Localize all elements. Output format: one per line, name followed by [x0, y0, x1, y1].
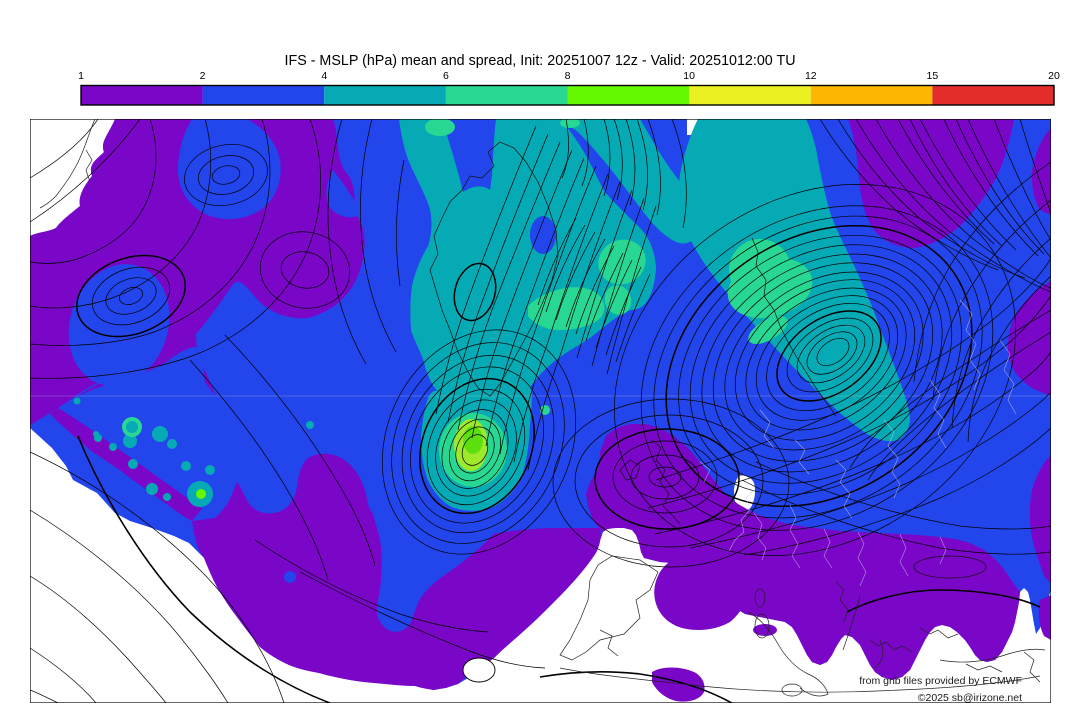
svg-text:20: 20 [1048, 70, 1060, 82]
svg-text:15: 15 [927, 70, 939, 82]
svg-text:©2025 sb@irizone.net: ©2025 sb@irizone.net [918, 692, 1022, 704]
svg-text:from grib files provided by EC: from grib files provided by ECMWF [859, 675, 1022, 687]
svg-text:1: 1 [78, 70, 84, 82]
svg-text:4: 4 [321, 70, 327, 82]
svg-text:10: 10 [683, 70, 695, 82]
svg-text:6: 6 [443, 70, 449, 82]
svg-text:2: 2 [200, 70, 206, 82]
svg-text:12: 12 [805, 70, 817, 82]
svg-text:8: 8 [565, 70, 571, 82]
